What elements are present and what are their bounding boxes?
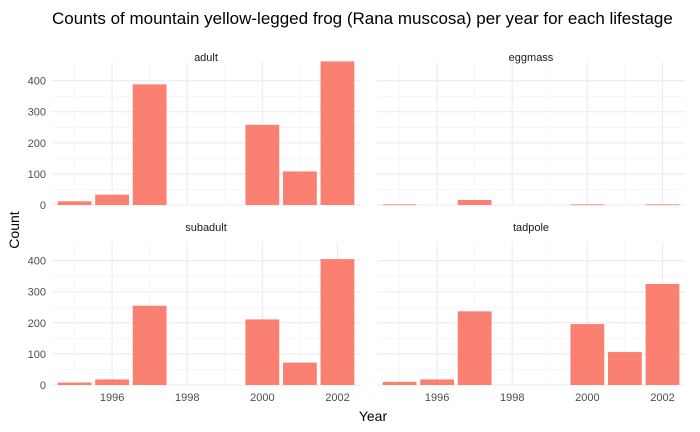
chart-title: Counts of mountain yellow-legged frog (R… — [52, 9, 673, 28]
bar-eggmass-1995 — [382, 204, 417, 206]
bar-tadpole-2001 — [608, 352, 642, 385]
bar-tadpole-1997 — [457, 311, 492, 385]
bar-subadult-2002 — [320, 259, 355, 385]
x-tick-label: 2002 — [650, 392, 674, 404]
x-tick-label: 1996 — [100, 392, 124, 404]
bar-tadpole-1995 — [382, 381, 417, 385]
y-tick-label: 300 — [28, 287, 46, 299]
bar-adult-2002 — [320, 61, 355, 205]
bar-eggmass-2002 — [645, 204, 680, 206]
bar-subadult-1996 — [95, 379, 129, 385]
bar-tadpole-1996 — [420, 379, 454, 385]
y-tick-label: 200 — [28, 138, 46, 150]
facet-panel-eggmass: eggmass — [377, 52, 685, 206]
facet-strip-label: adult — [194, 52, 218, 64]
y-tick-label: 0 — [40, 380, 46, 392]
facet-panel-tadpole: tadpole 1996 1998 2000 2002 — [377, 222, 685, 404]
bar-subadult-2001 — [283, 362, 317, 385]
x-tick-label: 2000 — [575, 392, 599, 404]
bar-tadpole-2002 — [645, 283, 680, 385]
facet-panel-adult: adult 0 100 200 300 400 — [28, 52, 360, 212]
bar-adult-2000 — [245, 124, 280, 205]
x-tick-label: 1998 — [500, 392, 524, 404]
bar-eggmass-2000 — [570, 204, 605, 206]
facet-strip-label: eggmass — [509, 52, 554, 64]
bar-adult-1995 — [57, 201, 92, 205]
y-tick-label: 400 — [28, 256, 46, 268]
y-tick-label: 300 — [28, 107, 46, 119]
y-tick-label: 400 — [28, 76, 46, 88]
y-tick-label: 0 — [40, 200, 46, 212]
bar-subadult-1995 — [57, 382, 92, 385]
x-tick-label: 2000 — [250, 392, 274, 404]
bar-eggmass-1997 — [457, 200, 492, 205]
x-axis-title: Year — [359, 408, 388, 424]
bar-subadult-2000 — [245, 319, 280, 385]
y-axis-title: Count — [6, 211, 22, 248]
x-tick-label: 1998 — [175, 392, 199, 404]
facet-panels: adult 0 100 200 300 400 eggmass subadult 0 100 200… — [28, 52, 685, 404]
facet-strip-label: tadpole — [513, 222, 549, 234]
y-tick-label: 200 — [28, 318, 46, 330]
x-tick-label: 1996 — [425, 392, 449, 404]
bar-adult-1996 — [95, 194, 129, 205]
bar-adult-1997 — [132, 84, 167, 205]
facet-panel-subadult: subadult 0 100 200 300 400 1996 1998 2000 2002 — [28, 222, 360, 404]
y-tick-label: 100 — [28, 169, 46, 181]
bar-tadpole-2000 — [570, 324, 605, 385]
facet-strip-label: subadult — [185, 222, 227, 234]
y-tick-label: 100 — [28, 349, 46, 361]
bar-subadult-1997 — [132, 305, 167, 385]
x-tick-label: 2002 — [325, 392, 349, 404]
bar-adult-2001 — [283, 171, 317, 205]
